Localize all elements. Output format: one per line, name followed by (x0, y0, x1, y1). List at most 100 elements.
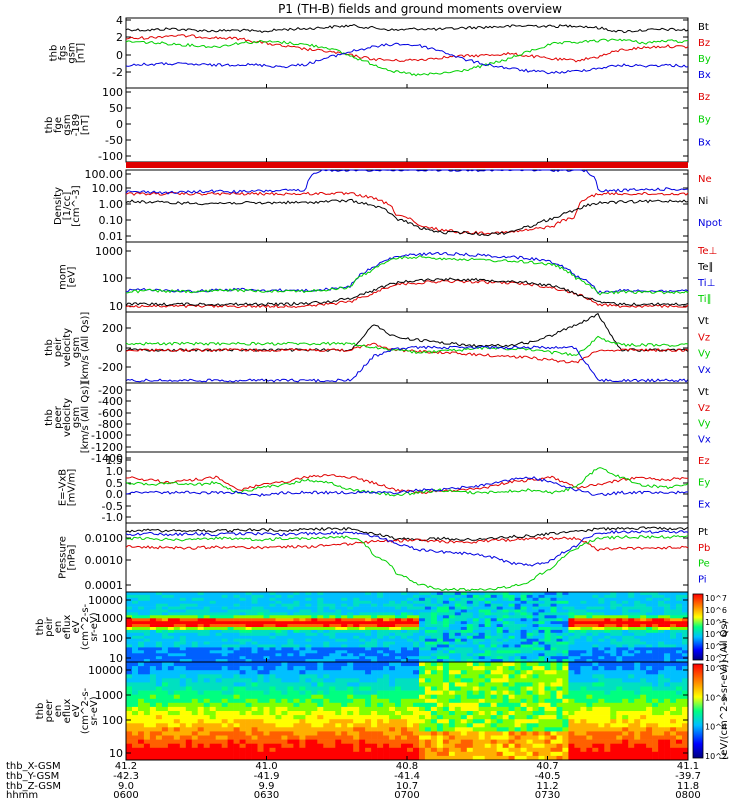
colorbar-label: [eV/(cm^2-s-sr-eV)] (All Qs) (719, 620, 730, 759)
colorbar-tick-peir-spectrogram-2: 10^5 (705, 618, 727, 627)
series-line-temperature-3 (125, 254, 689, 296)
y-tick-label-density-3: 0.10 (99, 214, 124, 227)
x-tick-y-1: -41.9 (254, 771, 280, 782)
y-tick-label-pressure-0: 0.0100 (85, 532, 124, 545)
y-tick-label-peir-spectrogram-3: 10 (109, 652, 123, 665)
legend-pressure-2: Pe (698, 559, 710, 570)
spectrogram-peer (126, 662, 689, 761)
y-tick-label-velocity-reduced-0: 200 (102, 322, 123, 335)
legend-efield-1: Ey (698, 478, 710, 489)
y-tick-label-velocity-burst-5: -1200 (91, 441, 123, 454)
series-line-pressure-2 (125, 535, 689, 592)
y-axis-label-efield-0: E=-VxB (58, 469, 69, 506)
legend-fge-dsl-1: By (698, 115, 711, 126)
y-axis-label-fge-dsl-1: fge (53, 117, 64, 133)
x-tick-x-1: 41.0 (255, 761, 277, 772)
legend-efield-0: Ez (698, 456, 710, 467)
legend-fgs-0: Bt (698, 22, 709, 33)
spectrogram-peir (126, 592, 689, 663)
y-tick-label-velocity-burst-0: -200 (98, 384, 123, 397)
x-tick-y-0: -42.3 (113, 771, 139, 782)
series-line-pressure-1 (125, 536, 689, 552)
y-tick-label-efield-2: 0.5 (106, 477, 124, 490)
colorbar-tick-peir-spectrogram-5: 10^2 (705, 654, 727, 663)
y-axis-label-peir-spectrogram-1: peir (44, 616, 55, 636)
y-axis-label-peer-spectrogram-5: (cm^2-s- (80, 687, 91, 734)
y-axis-label-peer-spectrogram-1: peer (44, 699, 55, 723)
y-axis-label-peir-spectrogram-2: en (53, 621, 64, 634)
y-tick-label-fgs-2: 0 (116, 49, 123, 62)
y-tick-label-peer-spectrogram-1: 1000 (95, 689, 123, 702)
legend-temperature-3: Ti∥ (697, 294, 712, 305)
y-axis-label-velocity-burst-3: gsm (71, 407, 82, 428)
y-tick-label-fge-dsl-3: -50 (105, 134, 123, 147)
legend-fgs-1: Bz (698, 38, 710, 49)
panel-frame-velocity-burst (125, 382, 689, 453)
y-tick-label-velocity-reduced-1: 0 (116, 342, 123, 355)
legend-density-0: Ne (698, 174, 712, 185)
legend-pressure-3: Pi (698, 574, 707, 585)
panel-frame-temperature (125, 241, 689, 313)
legend-velocity-reduced-3: Vx (698, 365, 711, 376)
y-axis-label-temperature-1: [eV] (67, 267, 78, 288)
y-tick-label-velocity-reduced-2: -200 (98, 361, 123, 374)
y-axis-label-peer-spectrogram-6: sr-eV) (89, 696, 100, 725)
y-tick-label-fge-dsl-0: 100 (102, 86, 123, 99)
y-axis-label-velocity-burst-0: thb (44, 409, 55, 426)
legend-temperature-2: Ti⊥ (697, 278, 715, 289)
series-line-velocity-reduced-2 (125, 335, 689, 357)
y-axis-label-peer-spectrogram-0: thb (35, 703, 46, 720)
colorbar-tick-peer-spectrogram-3: 10^2 (705, 752, 727, 761)
y-tick-label-efield-1: 1.0 (106, 465, 124, 478)
y-tick-label-pressure-1: 0.0010 (85, 554, 124, 567)
y-tick-label-efield-3: 0.0 (106, 488, 124, 501)
y-axis-label-density-2: [cm^-3] (71, 185, 82, 226)
legend-pressure-1: Pb (698, 543, 710, 554)
colorbar-tick-peer-spectrogram-1: 10^6 (705, 693, 727, 702)
y-tick-label-velocity-burst-4: -1000 (91, 429, 123, 442)
series-line-fgs-2 (125, 38, 689, 77)
y-tick-label-fge-dsl-4: -100 (98, 150, 123, 163)
panel-frame-density (125, 169, 689, 243)
y-axis-label-peir-spectrogram-4: eV (71, 620, 82, 633)
legend-velocity-burst-3: Vx (698, 434, 711, 445)
y-tick-label-efield-4: -0.5 (102, 500, 123, 513)
y-tick-label-velocity-burst-3: -800 (98, 418, 123, 431)
x-tick-z-1: 9.9 (259, 781, 275, 792)
x-tick-y-3: -40.5 (535, 771, 561, 782)
y-axis-label-peir-spectrogram-0: thb (35, 619, 46, 636)
legend-velocity-burst-1: Vz (698, 403, 710, 414)
y-axis-label-fgs-1: fgs (58, 45, 69, 60)
x-tick-y-2: -41.4 (394, 771, 420, 782)
y-tick-label-efield-5: -1.0 (102, 511, 123, 524)
x-row-label-2: thb_Z-GSM (6, 781, 61, 792)
y-axis-label-velocity-burst-2: velocity (62, 398, 73, 437)
x-tick-z-3: 11.2 (536, 781, 558, 792)
colorbar-tick-peir-spectrogram-4: 10^3 (705, 642, 727, 651)
colorbar-peir (692, 593, 704, 661)
y-tick-label-fgs-0: 4 (116, 14, 123, 27)
y-axis-label-peir-spectrogram-6: sr-eV) (89, 612, 100, 641)
series-line-velocity-reduced-1 (125, 342, 689, 364)
y-tick-label-density-0: 100.00 (85, 168, 124, 181)
colorbar-peer (692, 663, 704, 759)
series-line-velocity-reduced-3 (125, 345, 689, 383)
y-axis-label-velocity-reduced-4: [km/s (All Qs)] (80, 312, 91, 384)
y-tick-label-velocity-burst-6: -1400 (91, 452, 123, 465)
x-tick-hhmm-4: 0800 (675, 790, 700, 800)
legend-velocity-reduced-2: Vy (698, 349, 711, 360)
x-tick-x-3: 40.7 (536, 761, 558, 772)
series-line-fgs-3 (125, 42, 689, 75)
legend-temperature-0: Te⊥ (697, 246, 717, 257)
y-tick-label-temperature-0: 1000 (95, 245, 123, 258)
legend-velocity-reduced-1: Vz (698, 332, 710, 343)
y-axis-label-velocity-reduced-0: thb (44, 339, 55, 356)
data-gap-bar (126, 162, 688, 168)
colorbar-tick-peer-spectrogram-2: 10^4 (705, 723, 727, 732)
y-tick-label-temperature-2: 10 (109, 300, 123, 313)
chart-title: P1 (TH-B) fields and ground moments over… (278, 2, 562, 16)
colorbar-tick-peir-spectrogram-0: 10^7 (705, 594, 727, 603)
panel-frame-efield (125, 451, 689, 524)
y-axis-label-pressure-1: [nPa] (67, 544, 78, 570)
y-axis-label-velocity-reduced-2: velocity (62, 328, 73, 367)
